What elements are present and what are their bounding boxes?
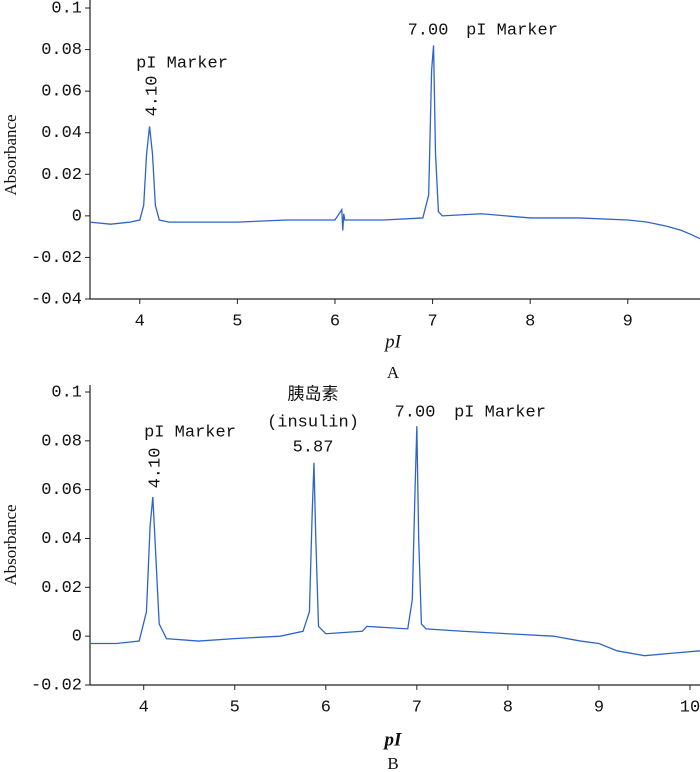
panel-label: A [387,363,400,382]
peak-annotation: 7.00 [395,403,436,422]
y-tick-label: 0.02 [41,579,82,598]
y-tick-label: 0.1 [51,0,82,18]
x-tick-label: 6 [330,312,340,331]
data-line [89,45,700,240]
y-tick-label: 0 [72,628,82,647]
y-axis-label: Absorbance [1,114,20,195]
x-tick-label: 8 [525,312,535,331]
x-tick-label: 9 [623,312,633,331]
y-tick-label: 0 [72,207,82,226]
x-tick-label: 4 [135,312,145,331]
y-tick-label: 0.08 [41,41,82,60]
x-tick-label: 10 [680,698,700,717]
y-tick-label: -0.04 [31,290,82,309]
y-tick-label: 0.08 [41,432,82,451]
x-tick-label: 7 [412,698,422,717]
y-tick-label: 0.02 [41,166,82,185]
x-tick-label: 5 [232,312,242,331]
y-tick-label: 0.04 [41,530,82,549]
peak-annotation: 5.87 [293,438,334,457]
x-tick-label: 5 [230,698,240,717]
y-tick-label: -0.02 [31,676,82,695]
y-tick-label: 0.1 [51,383,82,402]
peak-annotation: 4.10 [143,76,162,117]
x-axis-label: pI [383,331,403,352]
y-tick-label: 0.06 [41,481,82,500]
peak-annotation: pI Marker [454,403,546,422]
x-tick-label: 6 [321,698,331,717]
peak-annotation: 7.00 [408,21,449,40]
peak-annotation: pI Marker [144,423,236,442]
data-line [90,426,700,657]
x-tick-label: 4 [139,698,149,717]
x-tick-label: 9 [594,698,604,717]
y-tick-label: 0.04 [41,124,82,143]
peak-annotation: 4.10 [146,448,165,489]
peak-annotation: pI Marker [136,54,228,73]
x-tick-label: 7 [427,312,437,331]
panel-label: B [387,754,398,772]
y-axis-label: Absorbance [1,504,20,585]
y-tick-label: -0.02 [31,249,82,268]
peak-annotation: 胰岛素 [288,384,339,405]
peak-annotation: pI Marker [466,21,558,40]
x-axis-label: pI [383,729,403,750]
x-tick-label: 8 [503,698,513,717]
y-tick-label: 0.06 [41,83,82,102]
peak-annotation: (insulin) [267,413,359,432]
